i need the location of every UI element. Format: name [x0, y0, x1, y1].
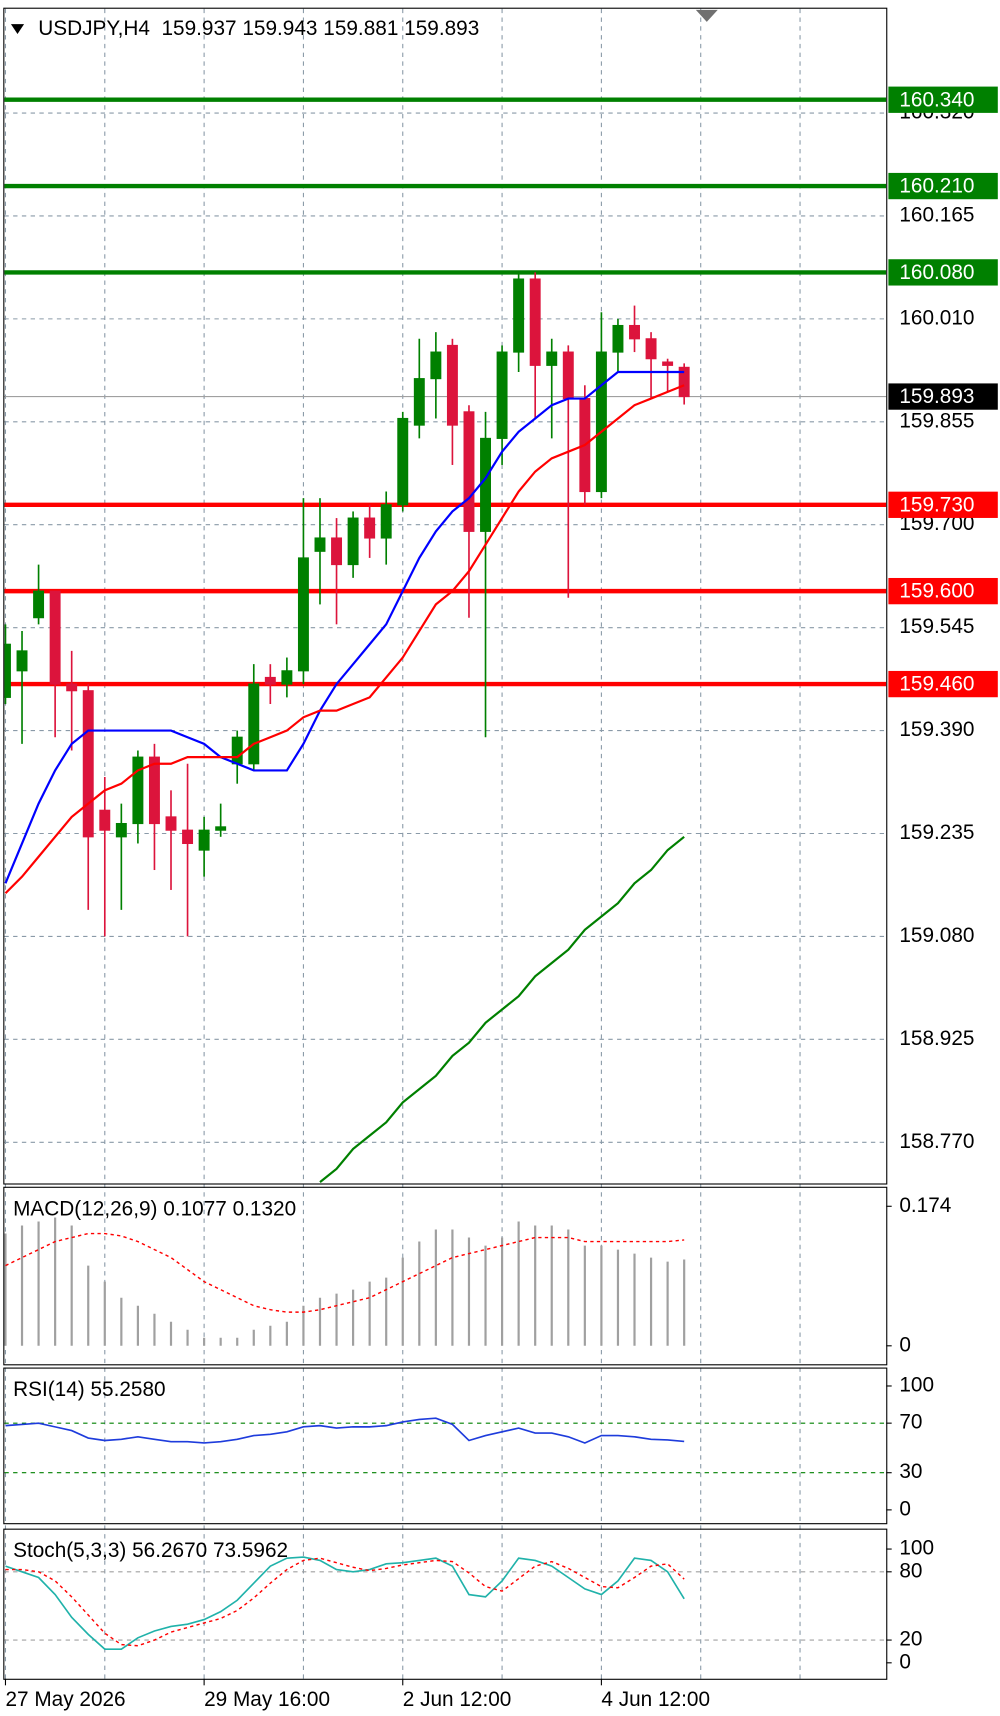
y-tick-label: 80	[899, 1559, 922, 1582]
candle-body	[66, 683, 78, 692]
shift-marker[interactable]	[695, 9, 718, 22]
main-panel-border	[3, 7, 888, 1185]
y-tick-label: 159.855	[899, 409, 974, 432]
stoch-signal	[5, 1557, 685, 1647]
y-tick-label: 159.235	[899, 821, 974, 844]
stoch-main	[5, 1556, 685, 1650]
candle-body	[99, 809, 111, 831]
y-tick-label: 160.165	[899, 203, 974, 226]
candle-body	[148, 756, 160, 825]
level-price-label: 159.730	[899, 493, 974, 516]
candle-body	[264, 676, 276, 685]
x-tick-label: 2 Jun 12:00	[403, 1688, 512, 1711]
y-tick-label: 158.925	[899, 1027, 974, 1050]
y-tick-label: 100	[899, 1537, 934, 1560]
candle-body	[82, 690, 94, 838]
candle-body	[281, 670, 293, 685]
candle-body	[662, 361, 674, 366]
candle-body	[198, 829, 210, 851]
level-price-box	[888, 670, 998, 698]
candle-body	[165, 816, 177, 831]
candle-body	[397, 417, 409, 506]
candle-body	[314, 537, 326, 552]
candle-body	[645, 338, 657, 360]
y-tick-label: 159.080	[899, 924, 974, 947]
candle-body	[16, 650, 28, 672]
candle-body	[496, 351, 508, 439]
rsi-panel-border	[3, 1367, 888, 1525]
chart-header: USDJPY,H4 159.937 159.943 159.881 159.89…	[38, 17, 479, 40]
level-price-box	[888, 491, 998, 518]
candle-body	[529, 278, 541, 366]
y-tick-label: 158.770	[899, 1130, 974, 1153]
moving-average	[319, 835, 685, 1183]
rsi-line	[5, 1417, 685, 1444]
candle-body	[33, 590, 45, 619]
macd-panel-border	[3, 1186, 888, 1366]
candle-body	[463, 411, 475, 532]
indicator-title: RSI(14) 55.2580	[13, 1378, 165, 1401]
candle-body	[678, 366, 690, 398]
moving-average	[4, 370, 685, 884]
y-tick-label: 0	[899, 1497, 911, 1520]
y-tick-label: 159.545	[899, 615, 974, 638]
candle-body	[248, 683, 260, 765]
y-tick-label: 70	[899, 1411, 922, 1434]
level-price-label: 159.600	[899, 580, 974, 603]
menu-arrow[interactable]	[10, 24, 25, 34]
y-tick-label: 159.700	[899, 512, 974, 535]
y-tick-label: 0	[899, 1650, 911, 1673]
candle-body	[612, 324, 624, 353]
candle-body	[562, 351, 574, 400]
candle-body	[132, 756, 144, 825]
y-tick-label: 160.010	[899, 306, 974, 329]
candle-body	[629, 324, 640, 340]
stoch-panel-border	[3, 1528, 888, 1680]
candle-body	[49, 590, 61, 685]
candle-body	[446, 344, 458, 426]
current-price-label: 159.893	[899, 385, 974, 408]
candle-body	[364, 517, 376, 539]
candle-body	[480, 437, 491, 532]
candle-body	[297, 557, 309, 672]
y-tick-label: 0.174	[899, 1194, 951, 1217]
level-price-label: 160.210	[899, 175, 974, 198]
y-tick-label: 100	[899, 1373, 934, 1396]
candle-body	[430, 351, 442, 380]
level-price-label: 160.340	[899, 88, 974, 111]
candle-body	[347, 517, 359, 566]
current-price-box	[888, 383, 998, 410]
plot-layer: 160.320160.165160.010159.855159.700159.5…	[4, 8, 998, 1711]
candle-body	[115, 822, 127, 838]
candle-body	[215, 826, 227, 831]
candle-body	[513, 278, 525, 353]
y-tick-label: 30	[899, 1460, 922, 1483]
x-tick-label: 27 May 2026	[5, 1688, 125, 1711]
candle-body	[413, 378, 425, 426]
level-price-label: 160.080	[899, 261, 974, 284]
moving-average	[4, 384, 685, 895]
indicator-title: MACD(12,26,9) 0.1077 0.1320	[13, 1197, 296, 1220]
level-price-box	[888, 172, 998, 200]
y-tick-label: 0	[899, 1333, 911, 1356]
indicator-title: Stoch(5,3,3) 56.2670 73.5962	[13, 1539, 288, 1562]
candle-body	[182, 829, 194, 845]
level-price-box	[888, 86, 998, 113]
candle-body	[595, 351, 607, 493]
level-price-box	[888, 259, 998, 286]
candle-body	[546, 351, 558, 366]
candle-body	[4, 643, 11, 698]
candle-body	[331, 537, 343, 566]
candle-body	[231, 736, 243, 765]
macd-signal	[5, 1232, 685, 1313]
candle-body	[380, 504, 392, 539]
level-price-label: 159.460	[899, 673, 974, 696]
y-tick-label: 20	[899, 1628, 922, 1651]
x-tick-label: 29 May 16:00	[204, 1688, 330, 1711]
level-price-box	[888, 577, 998, 605]
y-tick-label: 159.390	[899, 718, 974, 741]
x-tick-label: 4 Jun 12:00	[601, 1688, 710, 1711]
